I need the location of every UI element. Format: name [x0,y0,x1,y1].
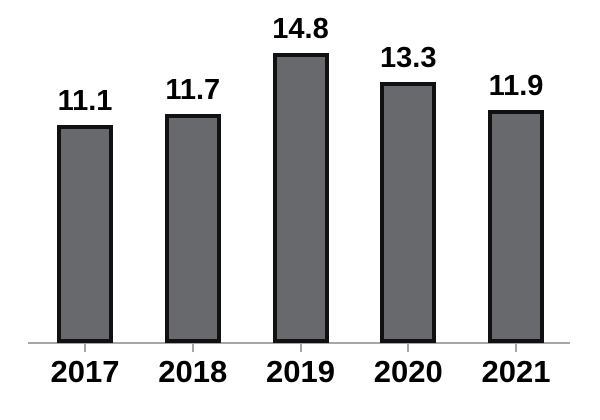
value-label: 14.8 [272,13,329,45]
category-label: 2019 [266,354,335,389]
bar-2017 [57,125,113,343]
axis-tick [191,344,194,352]
axis-tick [407,344,410,352]
category-label: 2021 [481,354,551,389]
axis-tick [299,344,302,352]
category-label: 2017 [50,354,120,389]
category-label: 2020 [373,354,443,389]
bar-2020 [380,82,437,343]
bar-2019 [272,53,329,343]
x-axis-line [28,342,570,344]
axis-tick [515,344,517,352]
axis-tick [84,344,86,352]
category-label: 2018 [158,354,228,389]
value-label: 11.1 [57,85,113,117]
value-label: 11.9 [488,70,544,102]
value-label: 11.7 [165,74,221,106]
bar-2018 [164,114,221,343]
bar-2021 [488,110,544,343]
value-label: 13.3 [380,42,437,74]
